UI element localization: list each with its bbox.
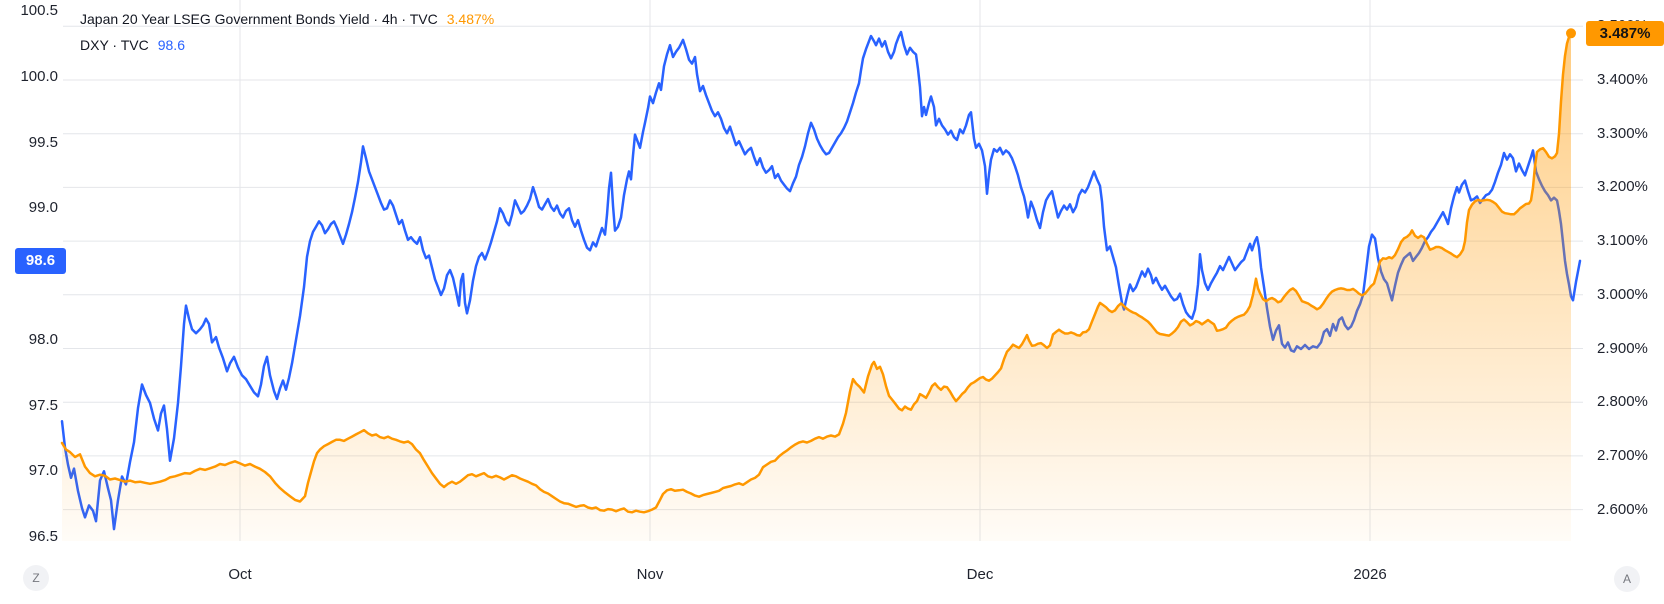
- right-axis-tick-label: 3.000%: [1597, 285, 1648, 303]
- legend-title-yield: Japan 20 Year LSEG Government Bonds Yiel…: [80, 11, 438, 27]
- yield-line-series[interactable]: [60, 32, 1573, 514]
- left-axis-tick-label: 97.5: [28, 396, 58, 414]
- legend-title-dxy: DXY · TVC: [80, 37, 149, 53]
- right-axis-tick-label: 2.700%: [1597, 446, 1648, 464]
- right-axis-tick-label: 2.800%: [1597, 393, 1648, 411]
- right-axis-tick-label: 3.400%: [1597, 71, 1648, 88]
- left-axis-tick-label: 100.0: [20, 67, 58, 85]
- left-axis-tick-label: 97.0: [28, 462, 58, 480]
- time-axis-tick-label: 2026: [1353, 566, 1387, 583]
- right-axis-tick-label: 2.600%: [1597, 500, 1648, 518]
- auto-scale-button[interactable]: A: [1614, 566, 1640, 592]
- time-axis-tick-label: Nov: [636, 566, 664, 583]
- yield-price-badge: 3.487%: [1586, 20, 1664, 46]
- time-axis-tick-label: Dec: [966, 566, 994, 583]
- left-axis-tick-label: 99.0: [28, 199, 58, 217]
- right-axis-tick-label: 2.900%: [1597, 339, 1648, 357]
- right-axis-tick-label: 3.200%: [1597, 178, 1648, 196]
- legend-value-dxy: 98.6: [157, 37, 185, 53]
- legend-row-dxy[interactable]: DXY · TVC 98.6: [80, 32, 494, 58]
- right-axis-tick-label: 3.100%: [1597, 232, 1648, 250]
- time-axis-tick-label: Oct: [228, 566, 252, 583]
- yield-last-point-marker: [1566, 28, 1576, 39]
- left-axis-tick-label: 96.5: [28, 528, 58, 545]
- left-axis-tick-label: 99.5: [28, 133, 58, 151]
- left-axis-tick-label: 98.0: [28, 330, 58, 348]
- left-axis-tick-label: 100.5: [20, 2, 58, 19]
- timezone-button[interactable]: Z: [23, 565, 49, 591]
- legend: Japan 20 Year LSEG Government Bonds Yiel…: [80, 6, 494, 58]
- legend-value-yield: 3.487%: [446, 11, 495, 27]
- yield-area-fill: [62, 33, 1571, 542]
- legend-row-yield[interactable]: Japan 20 Year LSEG Government Bonds Yiel…: [80, 6, 494, 32]
- dxy-price-badge: 98.6: [15, 247, 66, 274]
- right-axis-tick-label: 3.300%: [1597, 124, 1648, 142]
